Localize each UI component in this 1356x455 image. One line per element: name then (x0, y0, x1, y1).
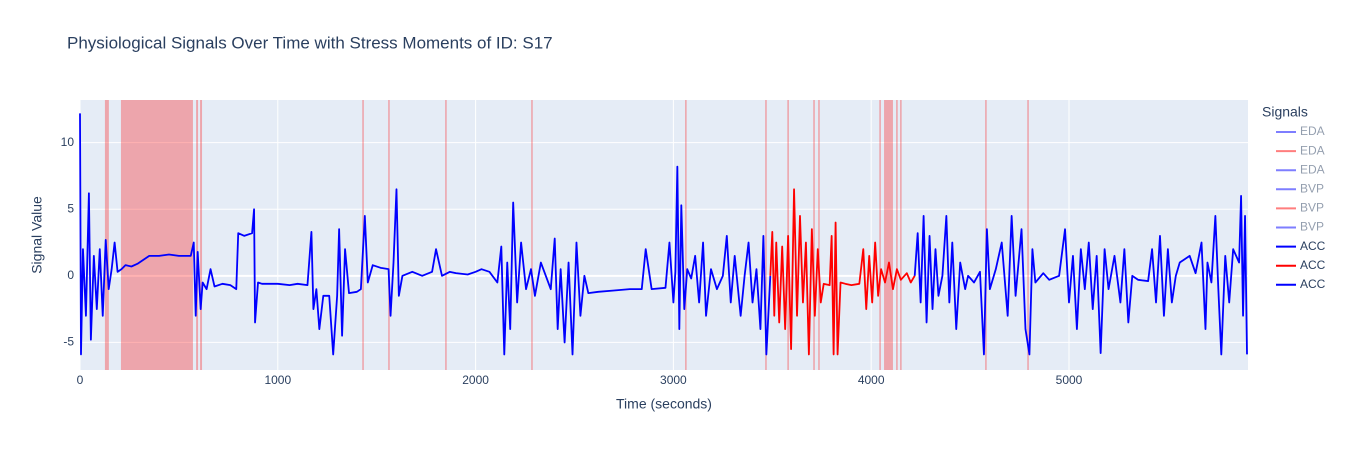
stress-band (196, 100, 199, 370)
y-tick-label: 10 (61, 135, 75, 149)
stress-band (879, 100, 881, 370)
y-tick-label: -5 (63, 335, 74, 349)
stress-band (531, 100, 533, 370)
stress-band (1027, 100, 1029, 370)
stress-band (104, 100, 109, 370)
y-tick-label: 5 (67, 201, 74, 215)
legend-item[interactable]: ACC (1276, 258, 1326, 272)
legend-title: Signals (1262, 104, 1308, 120)
signal-line (769, 188, 916, 356)
x-axis-title: Time (seconds) (616, 396, 712, 412)
legend-label: EDA (1300, 143, 1325, 157)
legend-item[interactable]: EDA (1276, 162, 1325, 176)
x-tick-label: 2000 (462, 373, 489, 387)
legend-item[interactable]: BVP (1276, 220, 1324, 234)
legend-label: ACC (1300, 277, 1326, 291)
stress-band (813, 100, 815, 370)
stress-band (765, 100, 767, 370)
x-tick-label: 0 (77, 373, 84, 387)
x-tick-label: 3000 (660, 373, 687, 387)
stress-band (445, 100, 447, 370)
legend-item[interactable]: EDA (1276, 143, 1325, 157)
legend-label: ACC (1300, 239, 1326, 253)
legend-label: EDA (1300, 162, 1325, 176)
legend-label: ACC (1300, 258, 1326, 272)
legend-label: BVP (1300, 220, 1324, 234)
legend-label: EDA (1300, 124, 1325, 138)
stress-band (120, 100, 193, 370)
y-tick-label: 0 (67, 268, 74, 282)
legend-label: BVP (1300, 201, 1324, 215)
y-axis-title: Signal Value (29, 196, 45, 274)
signal-line (79, 113, 772, 356)
stress-band (900, 100, 902, 370)
signal-line (913, 195, 1248, 356)
stress-band (388, 100, 390, 370)
stress-band (896, 100, 898, 370)
plot-background (80, 100, 1248, 370)
chart-title: Physiological Signals Over Time with Str… (67, 33, 553, 52)
x-tick-label: 1000 (264, 373, 291, 387)
stress-band (685, 100, 687, 370)
legend-item[interactable]: EDA (1276, 124, 1325, 138)
stress-band (818, 100, 820, 370)
legend-item[interactable]: ACC (1276, 277, 1326, 291)
legend-item[interactable]: BVP (1276, 181, 1324, 195)
legend-item[interactable]: BVP (1276, 201, 1324, 215)
legend-label: BVP (1300, 181, 1324, 195)
x-tick-label: 5000 (1056, 373, 1083, 387)
stress-band (884, 100, 893, 370)
x-tick-label: 4000 (858, 373, 885, 387)
legend-item[interactable]: ACC (1276, 239, 1326, 253)
stress-band (200, 100, 203, 370)
